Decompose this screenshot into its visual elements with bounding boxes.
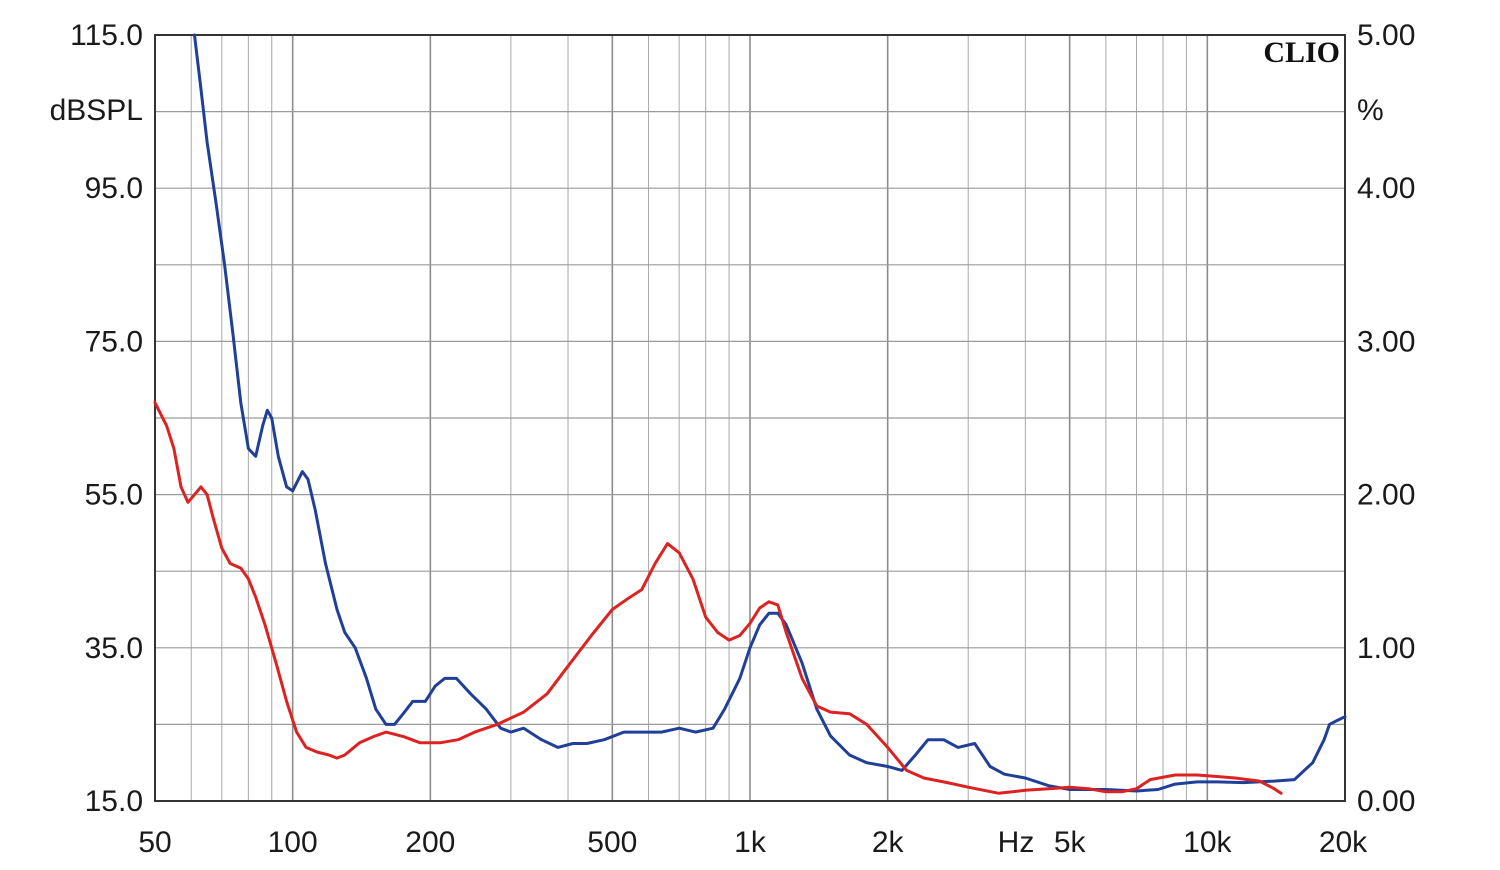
y-left-tick-label: 95.0 — [85, 172, 143, 205]
series-line-2 — [153, 401, 1283, 795]
x-tick-label: 5k — [1054, 826, 1087, 859]
plot-frame — [154, 34, 1346, 802]
y-left-tick-label: 35.0 — [85, 632, 143, 665]
y-right-tick-label: 3.00 — [1357, 325, 1415, 358]
x-tick-label: 100 — [268, 826, 318, 859]
major-gridlines — [155, 35, 1345, 801]
y-left-tick-label: 55.0 — [85, 479, 143, 512]
y-left-tick-label: 75.0 — [85, 325, 143, 358]
y-left-unit-label: dBSPL — [50, 94, 143, 127]
y-right-tick-label: 2.00 — [1357, 479, 1415, 512]
left-axis-ticks: 115.0 95.0 75.0 55.0 35.0 15.0 — [70, 19, 143, 818]
clio-brand-label: CLIO — [1263, 36, 1340, 69]
right-axis-ticks: 5.00 4.00 3.00 2.00 1.00 0.00 — [1357, 19, 1415, 818]
x-tick-label: 200 — [405, 826, 455, 859]
x-tick-label: 1k — [734, 826, 767, 859]
y-right-tick-label: 5.00 — [1357, 19, 1415, 52]
y-right-tick-label: 0.00 — [1357, 785, 1415, 818]
y-right-unit-label: % — [1357, 94, 1384, 127]
x-axis-ticks: 50 100 200 500 1k 2k 5k 10k 20k — [138, 826, 1368, 859]
y-left-tick-label: 115.0 — [70, 19, 143, 52]
y-left-tick-label: 15.0 — [85, 785, 143, 818]
x-tick-label: 50 — [138, 826, 171, 859]
y-right-tick-label: 4.00 — [1357, 172, 1415, 205]
x-tick-label: 500 — [587, 826, 637, 859]
x-tick-label: 10k — [1183, 826, 1232, 859]
x-tick-label: 2k — [872, 826, 905, 859]
series-layer — [153, 33, 1347, 795]
y-right-tick-label: 1.00 — [1357, 632, 1415, 665]
x-tick-label: 20k — [1319, 826, 1368, 859]
x-unit-label: Hz — [998, 826, 1035, 859]
